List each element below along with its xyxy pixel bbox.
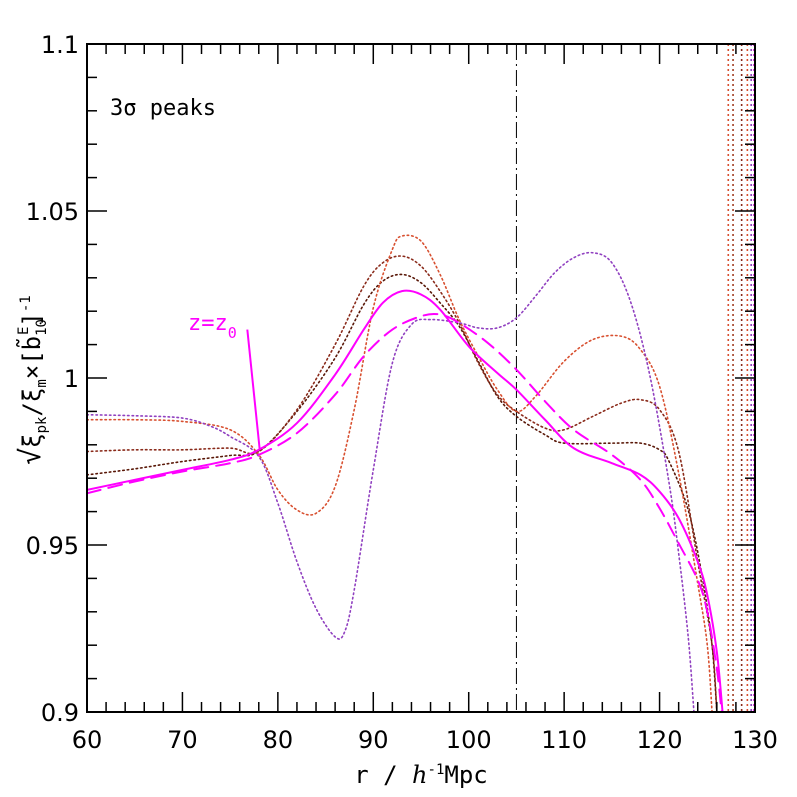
x-tick-label: 60 — [72, 726, 103, 754]
series-line-5 — [87, 234, 713, 712]
x-tick-label: 70 — [167, 726, 198, 754]
x-tick-label: 100 — [446, 726, 492, 754]
z-label-pointer-line — [246, 329, 261, 450]
x-tick-label: 130 — [732, 726, 778, 754]
series-line-6 — [87, 251, 695, 712]
series-line-2 — [87, 312, 723, 712]
y-tick-label: 1 — [64, 365, 79, 393]
y-tick-label: 0.9 — [41, 699, 79, 727]
z-label: z=z0 — [188, 311, 237, 342]
tick-labels: 60 70 80 90 100 110 120 130 0.9 0.95 1 1.05 1.1 — [26, 31, 778, 754]
x-tick-label: 90 — [358, 726, 389, 754]
svg-text:√ξpk/ξm×[b̃10E]-1: √ξpk/ξm×[b̃10E]-1 — [14, 295, 50, 464]
z-label-subscript: 0 — [228, 324, 237, 342]
x-tick-label: 110 — [541, 726, 587, 754]
x-axis-title: r / h-1Mpc — [354, 761, 487, 789]
plot-frame — [86, 43, 756, 713]
peaks-label: 3σ peaks — [110, 96, 216, 121]
y-tick-label: 1.1 — [41, 31, 79, 59]
x-tick-label: 80 — [263, 726, 294, 754]
y-tick-label: 0.95 — [26, 532, 79, 560]
y-tick-label: 1.05 — [26, 198, 79, 226]
y-axis-title: √ξpk/ξm×[b̃10E]-1 — [14, 295, 50, 464]
x-tick-label: 120 — [637, 726, 683, 754]
